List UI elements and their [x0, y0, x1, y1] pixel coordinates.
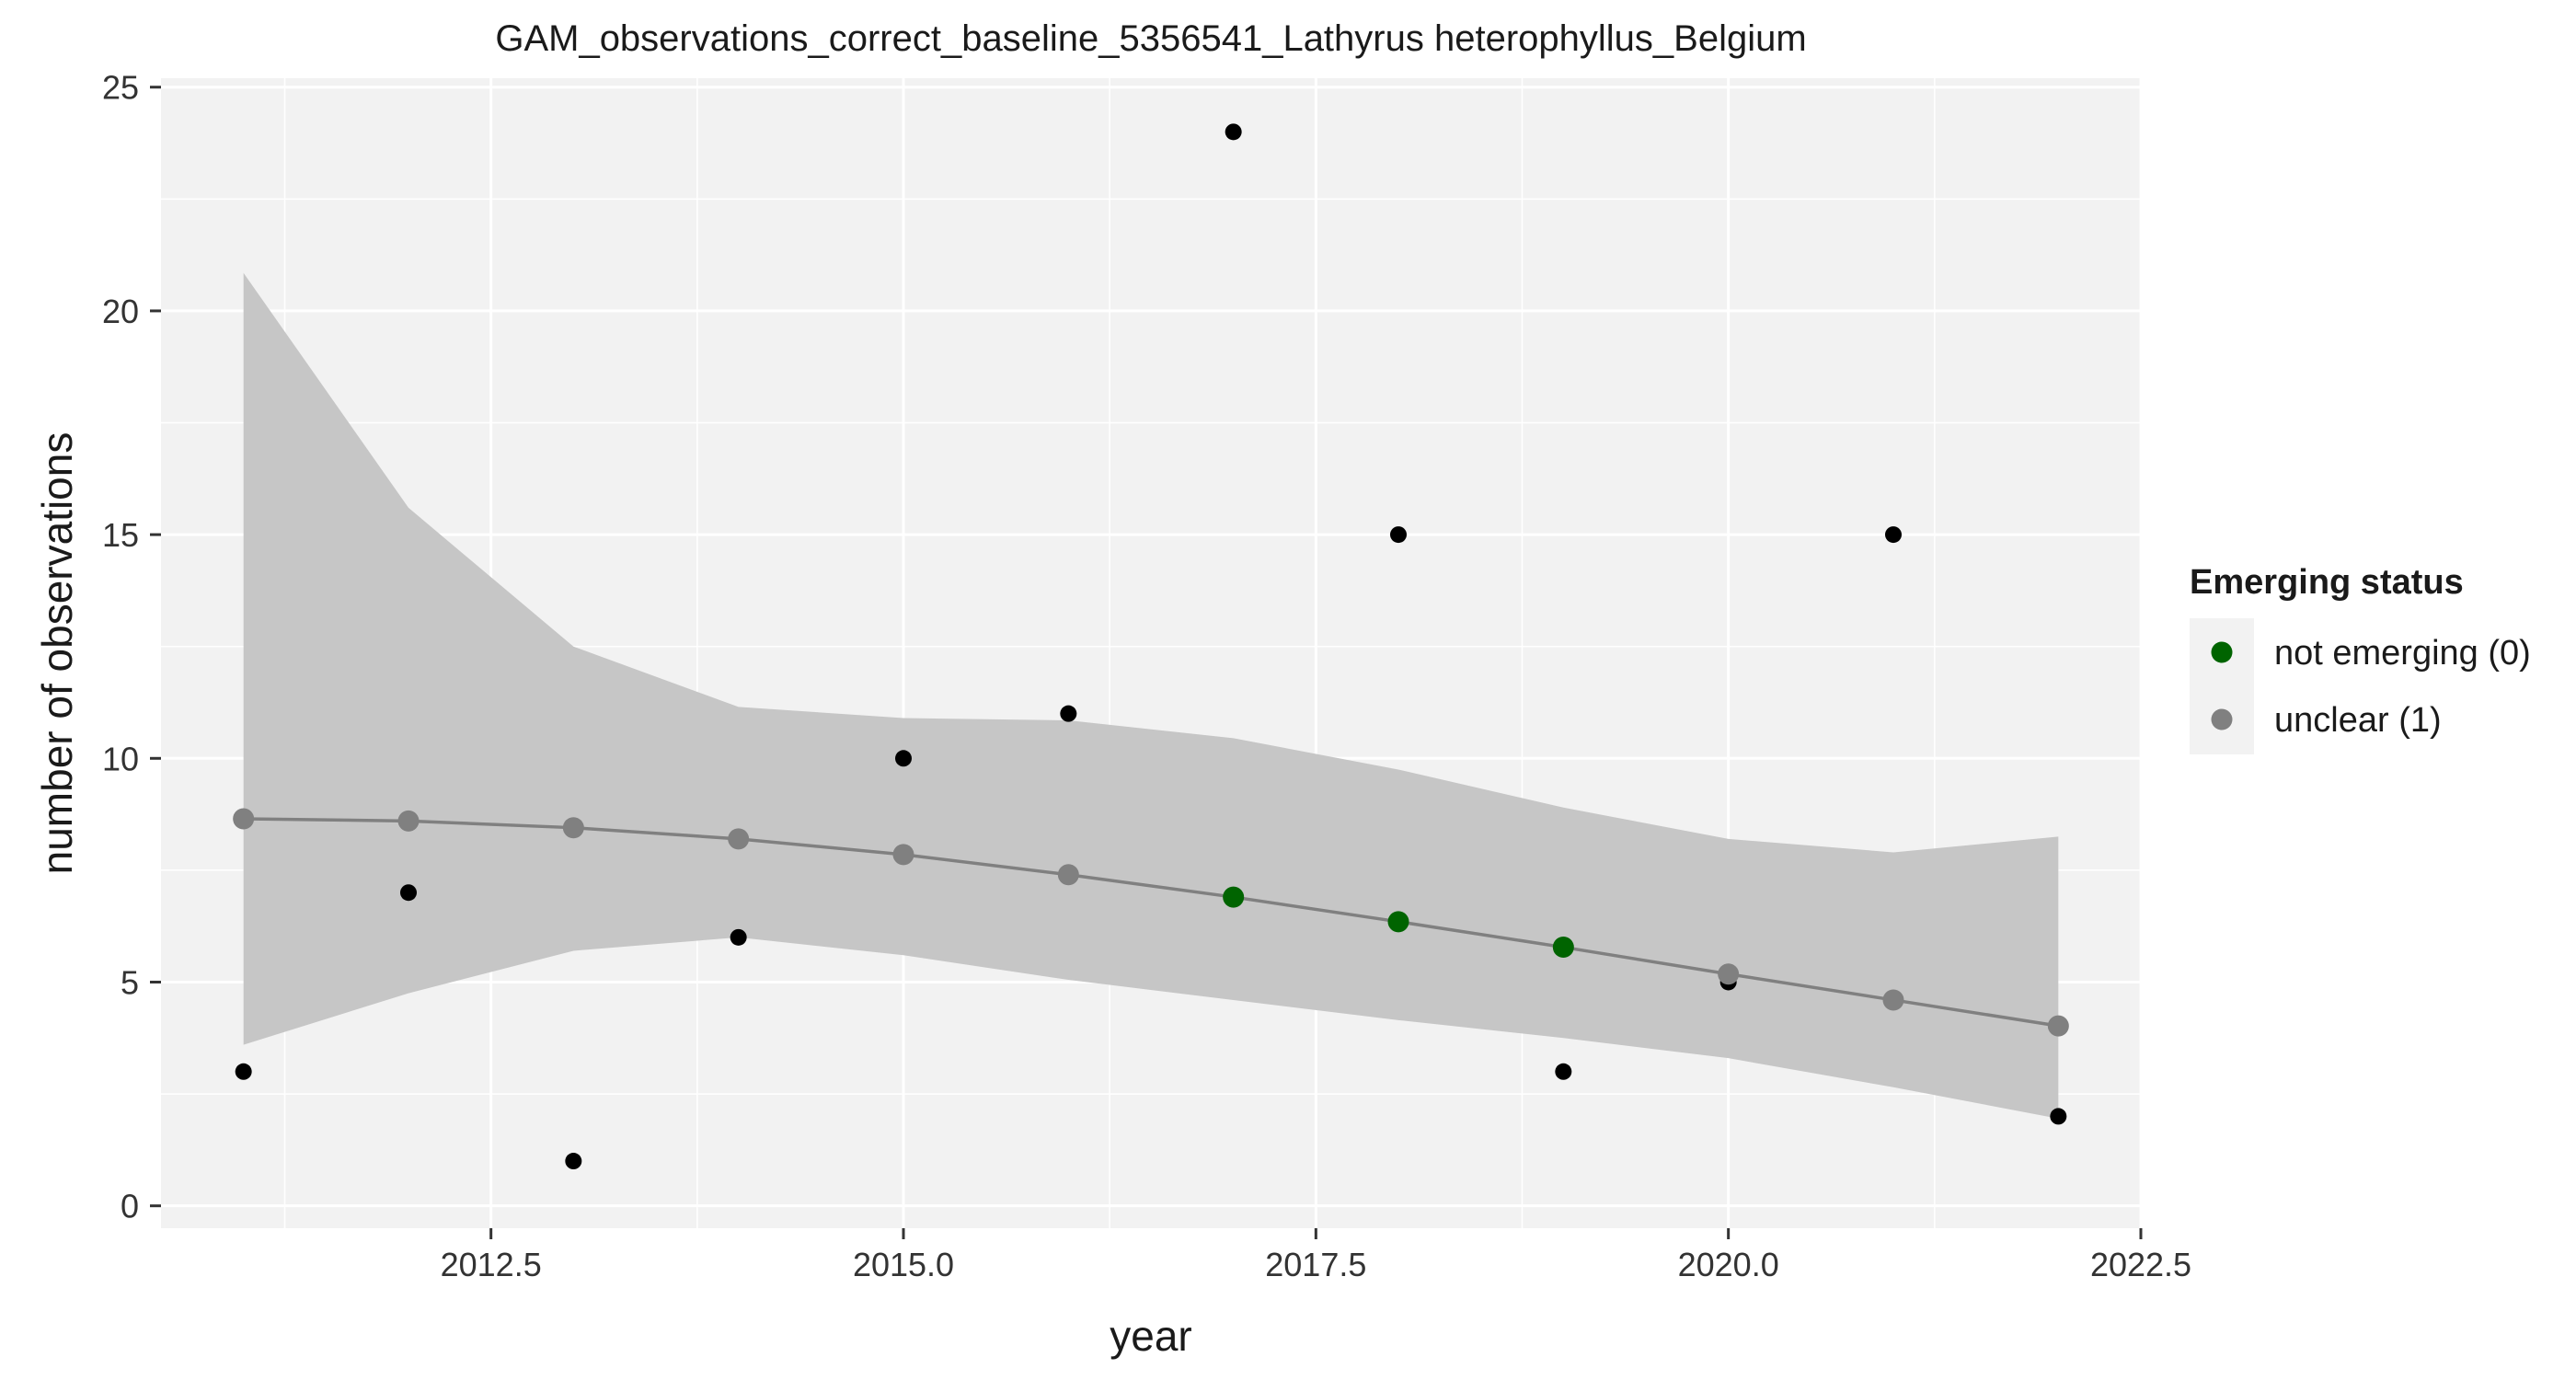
observation-point: [1555, 1063, 1572, 1080]
fit-point-not-emerging: [1552, 937, 1574, 959]
fit-point-unclear: [397, 810, 420, 832]
observation-point: [1885, 526, 1902, 544]
x-tick-label: 2022.5: [2090, 1246, 2191, 1283]
y-tick-label: 5: [121, 963, 139, 1001]
observation-point: [895, 750, 912, 767]
y-tick-label: 25: [102, 69, 139, 107]
legend: Emerging status not emerging (0) unclear …: [2190, 563, 2531, 754]
fit-point-unclear: [233, 808, 255, 830]
observation-point: [1225, 123, 1242, 141]
fit-point-unclear: [1057, 864, 1079, 886]
fit-point-unclear: [562, 817, 584, 839]
fit-point-unclear: [1718, 963, 1740, 985]
legend-title: Emerging status: [2190, 563, 2464, 602]
observation-point: [400, 884, 417, 902]
observation-point: [235, 1063, 252, 1080]
confidence-band-area: [243, 272, 2059, 1119]
observation-point: [2050, 1108, 2067, 1125]
legend-key-point: [2211, 641, 2233, 663]
y-axis: 0 5 10 15 20 25: [102, 69, 161, 1225]
fit-point-not-emerging: [1223, 886, 1245, 908]
legend-label: not emerging (0): [2274, 634, 2531, 673]
y-tick-label: 15: [102, 516, 139, 554]
x-tick-label: 2020.0: [1678, 1246, 1779, 1283]
gam-fit-line: [243, 817, 2059, 1028]
fit-point-unclear: [1882, 989, 1904, 1011]
legend-key-point: [2211, 708, 2233, 730]
confidence-band: [243, 272, 2059, 1119]
fit-point-not-emerging: [1387, 911, 1409, 933]
observation-point: [1390, 526, 1407, 544]
observation-point: [1060, 705, 1077, 722]
legend-label: unclear (1): [2274, 701, 2442, 740]
observation-point: [565, 1153, 582, 1170]
y-tick-label: 10: [102, 740, 139, 777]
legend-key-background: [2190, 618, 2254, 754]
fit-point-unclear: [728, 828, 750, 850]
y-tick-label: 0: [121, 1188, 139, 1225]
chart-title: GAM_observations_correct_baseline_535654…: [495, 18, 1806, 59]
x-axis-title: year: [1110, 1312, 1191, 1360]
x-tick-label: 2015.0: [853, 1246, 954, 1283]
fit-point-unclear: [2047, 1015, 2069, 1037]
x-tick-label: 2017.5: [1265, 1246, 1366, 1283]
fit-point-unclear: [892, 844, 914, 866]
observation-point: [730, 928, 747, 946]
x-tick-label: 2012.5: [441, 1246, 542, 1283]
y-axis-title: number of observations: [33, 432, 81, 875]
x-axis: 2012.5 2015.0 2017.5 2020.0 2022.5: [441, 1228, 2191, 1283]
gam-fit-polyline: [243, 817, 2059, 1028]
gam-fit-points: [233, 808, 2069, 1037]
y-tick-label: 20: [102, 293, 139, 330]
